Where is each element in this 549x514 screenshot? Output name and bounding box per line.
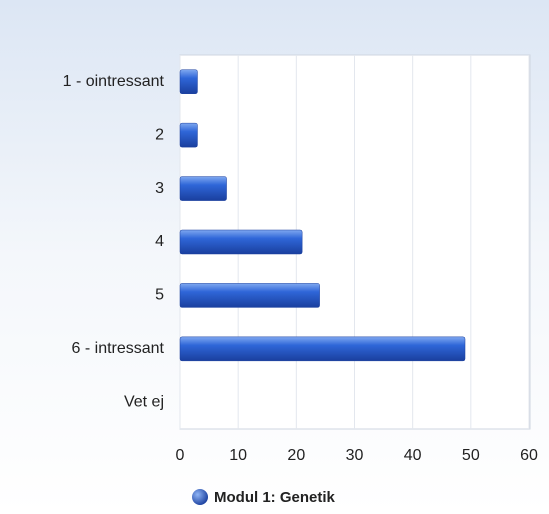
y-tick-label: 5: [155, 287, 164, 304]
x-tick-label: 60: [520, 447, 538, 464]
y-tick-label: 1 - ointressant: [63, 73, 165, 90]
x-tick-label: 0: [176, 447, 185, 464]
bar: [179, 283, 320, 308]
bar: [179, 229, 303, 255]
bar: [179, 176, 227, 201]
x-tick-label: 10: [229, 447, 247, 464]
x-tick-label: 20: [287, 447, 305, 464]
x-tick-label: 50: [462, 447, 480, 464]
bar: [179, 69, 198, 94]
legend-text: Modul 1: Genetik: [214, 489, 336, 506]
x-tick-label: 30: [346, 447, 364, 464]
bar: [179, 122, 198, 148]
bar: [179, 336, 466, 362]
legend-marker: [192, 489, 208, 505]
y-tick-label: Vet ej: [124, 394, 164, 411]
y-tick-label: 6 - intressant: [72, 340, 165, 357]
y-tick-label: 4: [155, 233, 164, 250]
y-tick-label: 3: [155, 180, 164, 197]
y-tick-label: 2: [155, 126, 164, 143]
x-tick-label: 40: [404, 447, 422, 464]
